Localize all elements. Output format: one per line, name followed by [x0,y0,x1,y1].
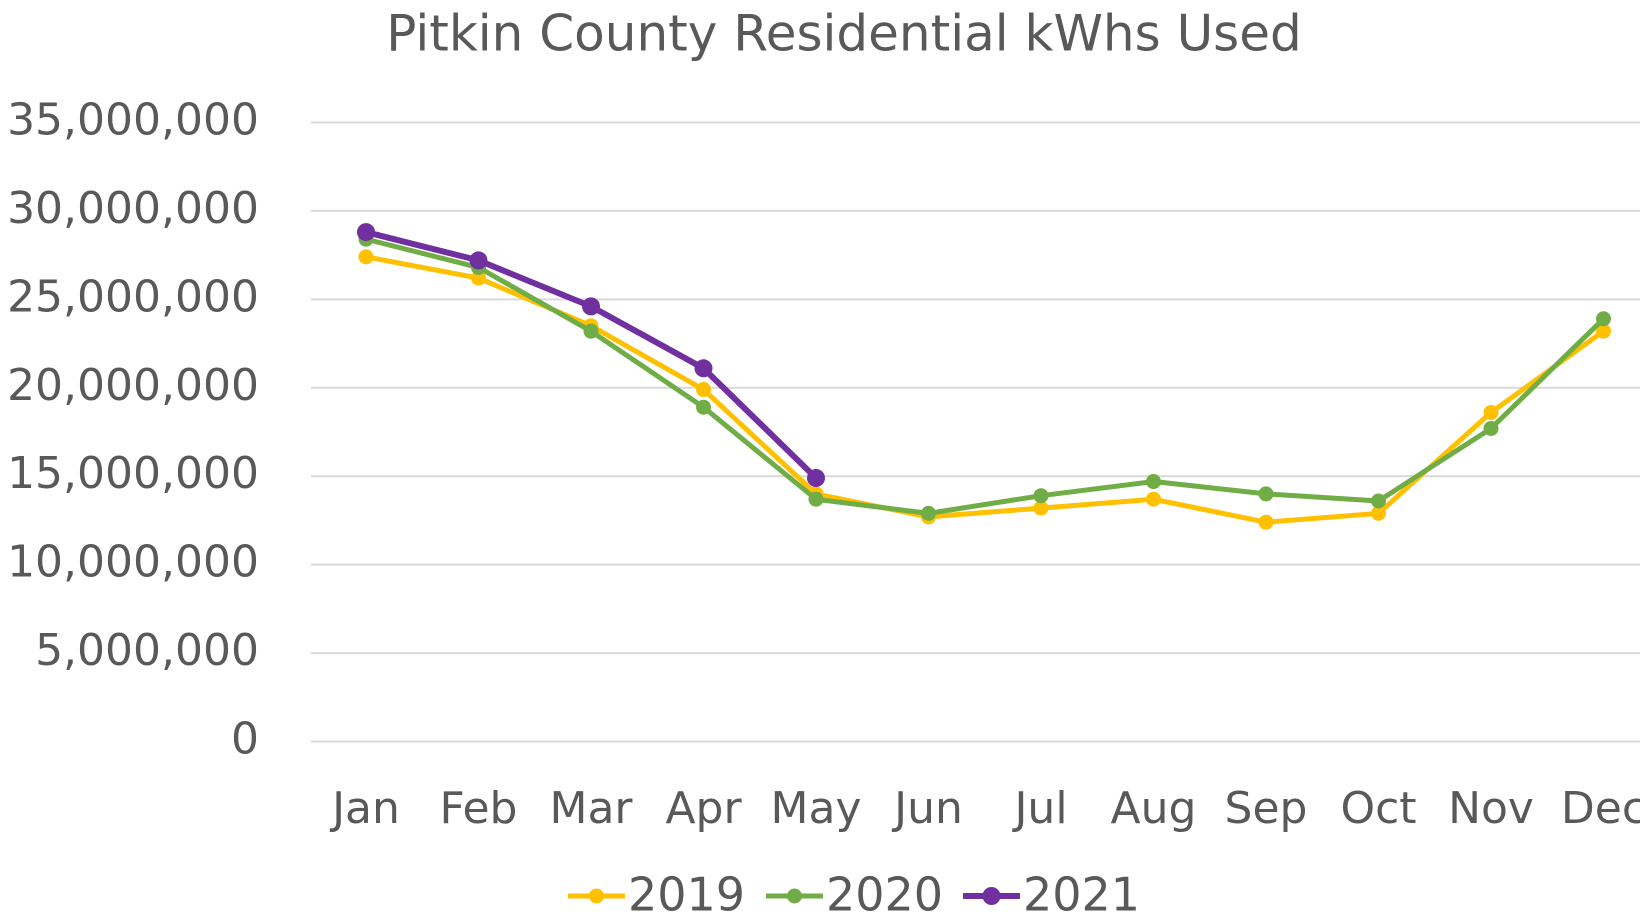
x-tick-label: Sep [1225,783,1308,834]
legend-marker [982,887,1001,905]
point [1483,420,1499,436]
point [469,251,488,270]
point [358,249,374,265]
point [1146,491,1161,507]
point [807,468,825,487]
point [808,491,824,507]
point [1596,323,1611,339]
y-tick-label: 30,000,000 [7,183,259,234]
x-tick-label: Nov [1448,783,1534,834]
legend-label: 2019 [628,868,745,918]
x-tick-label: Oct [1340,783,1416,834]
y-tick-label: 25,000,000 [7,271,259,322]
point [357,223,375,242]
y-tick-label: 5,000,000 [35,625,259,676]
point [582,297,600,316]
x-tick-label: Mar [549,783,633,834]
point [1371,505,1386,521]
point [583,323,599,339]
legend-marker [589,888,604,904]
x-tick-label: Jun [891,783,963,834]
legend-marker [787,888,802,904]
point [1033,488,1049,504]
point [471,270,486,286]
point [1371,493,1386,509]
x-tick-label: Jan [329,783,400,834]
series-line [365,254,1605,525]
y-tick-label: 20,000,000 [7,360,259,411]
chart-title: Pitkin County Residential kWhs Used [386,5,1301,63]
x-tick-label: May [771,783,862,834]
point [694,359,713,378]
y-tick-label: 15,000,000 [7,448,259,499]
point [1033,500,1049,516]
point [696,399,711,415]
x-tick-label: Aug [1111,783,1197,834]
point [921,505,936,521]
legend-label: 2020 [826,868,943,918]
series-line [365,236,1606,516]
x-tick-label: Apr [665,783,742,834]
point [1258,514,1274,530]
point [696,382,711,398]
point [1258,486,1274,502]
x-tick-label: Feb [440,783,518,834]
x-tick-label: Dec [1561,783,1640,834]
x-tick-label: Jul [1011,783,1067,834]
y-tick-label: 0 [231,714,259,765]
y-tick-label: 35,000,000 [7,94,259,145]
legend-label: 2021 [1023,868,1140,918]
point [1596,311,1611,327]
point [1146,474,1161,490]
point [1483,405,1499,421]
y-tick-label: 10,000,000 [7,537,259,588]
